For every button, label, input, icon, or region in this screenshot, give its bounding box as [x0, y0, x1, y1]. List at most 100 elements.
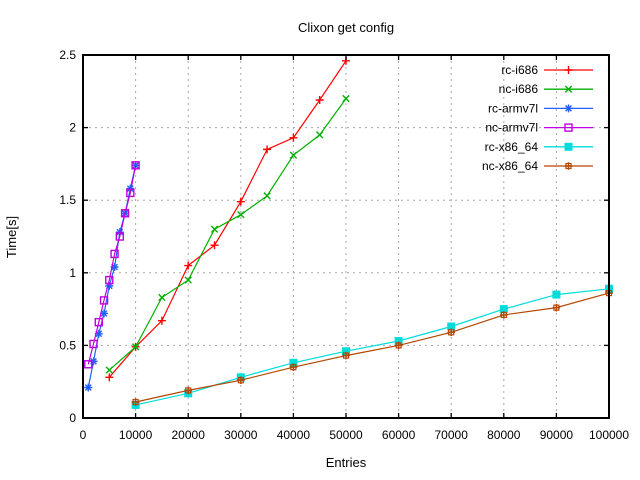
legend-label: nc-i686	[499, 82, 539, 96]
series-rc-x86_64	[131, 284, 613, 409]
marker-asterisk	[84, 384, 92, 391]
legend-item-nc-i686: nc-i686	[499, 82, 593, 96]
marker-cross	[105, 366, 113, 374]
x-tick-label: 90000	[540, 428, 574, 442]
marker-filled-square	[289, 358, 298, 367]
legend-label: nc-x86_64	[482, 159, 538, 173]
marker-filled-square	[499, 305, 508, 314]
marker-plus	[210, 241, 219, 250]
legend-item-rc-armv7l: rc-armv7l	[488, 101, 593, 115]
series-line-rc-i686	[108, 60, 347, 378]
marker-open-square	[131, 161, 140, 170]
x-tick-label: 100000	[589, 428, 629, 442]
marker-plus	[184, 261, 193, 270]
marker-cross	[263, 192, 271, 200]
x-tick-label: 80000	[487, 428, 521, 442]
y-tick-label: 0	[69, 411, 76, 425]
marker-open-square	[94, 317, 103, 327]
series-line-nc-x86_64	[135, 292, 610, 403]
marker-cross	[158, 293, 166, 302]
marker-plus	[289, 133, 298, 142]
marker-cross	[184, 276, 192, 284]
marker-plus	[564, 66, 573, 74]
marker-plus	[263, 145, 272, 154]
marker-boxed-plus	[185, 387, 192, 394]
marker-filled-square	[342, 347, 350, 356]
marker-cross	[289, 151, 298, 159]
x-tick-label: 30000	[224, 428, 258, 442]
marker-filled-square	[447, 322, 456, 331]
marker-asterisk	[565, 105, 572, 112]
x-tick-label: 70000	[435, 428, 469, 442]
series-line-rc-x86_64	[135, 288, 610, 406]
y-tick-label: 2.5	[59, 48, 76, 62]
y-tick-label: 1.5	[59, 193, 76, 207]
marker-boxed-plus	[395, 342, 402, 349]
legend-item-nc-x86_64: nc-x86_64	[482, 159, 593, 173]
marker-plus	[236, 197, 245, 206]
legend-item-rc-i686: rc-i686	[501, 63, 593, 77]
series-line-nc-armv7l	[87, 165, 137, 365]
marker-filled-square	[552, 290, 561, 299]
legend-item-rc-x86_64: rc-x86_64	[485, 140, 593, 154]
legend-label: rc-armv7l	[488, 101, 538, 115]
marker-asterisk	[100, 310, 108, 317]
marker-boxed-plus	[565, 162, 572, 170]
marker-cross	[342, 94, 350, 103]
x-tick-label: 20000	[172, 428, 206, 442]
legend: rc-i686 nc-i686 rc-armv7l nc-armv7l rc-x86_6…	[482, 63, 593, 173]
legend-label: rc-x86_64	[485, 140, 539, 154]
series-nc-i686	[105, 94, 350, 374]
marker-open-square	[115, 232, 125, 241]
legend-label: rc-i686	[501, 63, 538, 77]
axes	[82, 54, 610, 419]
x-tick-label: 50000	[329, 428, 363, 442]
marker-plus	[157, 316, 166, 325]
x-tick-label: 40000	[277, 428, 311, 442]
marker-boxed-plus	[500, 311, 507, 319]
marker-boxed-plus	[448, 329, 455, 336]
tick-labels: 0 10000 20000 30000 40000 50000 60000 70000 8000…	[59, 48, 629, 442]
y-tick-label: 2	[69, 121, 76, 135]
legend-item-nc-armv7l: nc-armv7l	[485, 121, 593, 135]
marker-asterisk	[132, 161, 139, 169]
y-axis-label: Time[s]	[4, 216, 19, 258]
chart-title: Clixon get config	[298, 20, 394, 35]
data-series	[84, 56, 613, 409]
y-tick-label: 0.5	[59, 338, 76, 352]
marker-filled-square	[394, 337, 403, 346]
marker-filled-square	[564, 142, 573, 151]
marker-open-square	[84, 360, 93, 369]
series-line-nc-i686	[108, 98, 347, 371]
marker-boxed-plus	[237, 377, 244, 384]
marker-open-square	[89, 339, 98, 349]
marker-boxed-plus	[290, 364, 297, 371]
y-tick-label: 1	[69, 266, 76, 280]
x-tick-label: 60000	[382, 428, 416, 442]
marker-cross	[564, 85, 573, 93]
marker-open-square	[564, 123, 573, 132]
marker-cross	[210, 225, 219, 233]
marker-open-square	[110, 249, 119, 259]
x-tick-label: 0	[80, 428, 87, 442]
legend-label: nc-armv7l	[485, 121, 538, 135]
x-tick-label: 10000	[119, 428, 153, 442]
marker-plus	[315, 96, 324, 105]
marker-open-square	[99, 296, 109, 305]
x-axis-label: Entries	[326, 455, 367, 470]
marker-open-square	[120, 209, 130, 218]
marker-boxed-plus	[342, 352, 350, 359]
marker-cross	[237, 211, 245, 219]
marker-boxed-plus	[553, 304, 560, 311]
marker-cross	[131, 343, 140, 351]
marker-open-square	[105, 275, 114, 285]
series-rc-i686	[105, 56, 350, 382]
marker-asterisk	[126, 185, 134, 192]
marker-boxed-plus	[132, 398, 139, 406]
marker-open-square	[126, 188, 135, 198]
marker-plus	[105, 373, 114, 382]
marker-cross	[316, 131, 324, 139]
series-nc-armv7l	[84, 161, 140, 369]
